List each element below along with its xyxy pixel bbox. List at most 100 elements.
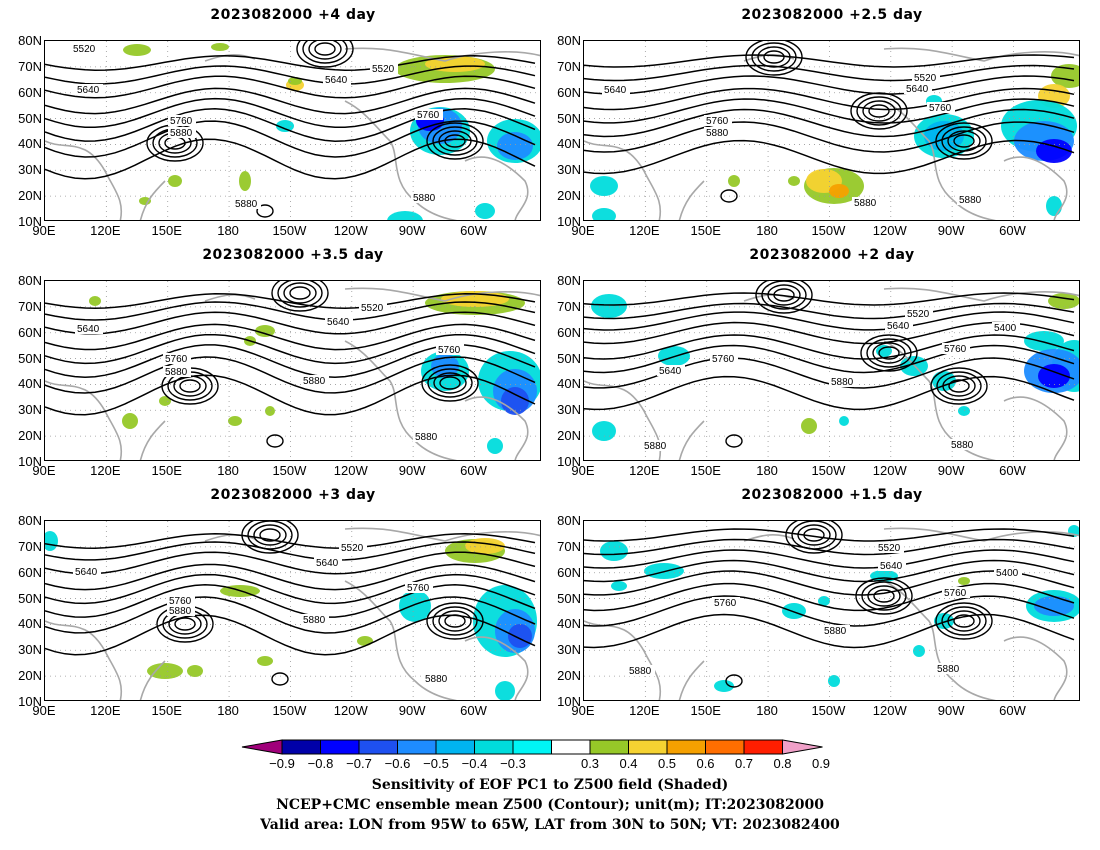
- z500-contour: [296, 41, 354, 68]
- longitude-label: 90E: [571, 463, 595, 478]
- longitude-label: 60W: [460, 223, 487, 238]
- sensitivity-shading: [932, 371, 956, 391]
- sensitivity-map-panel: 5520 5640 5640 5760 5760 5880 5880 5880: [583, 40, 1080, 221]
- z500-contour: [855, 577, 913, 615]
- longitude-label: 150W: [811, 223, 846, 238]
- z500-contour: [935, 602, 993, 640]
- contour-label: 5880: [415, 432, 438, 443]
- sensitivity-shading: [828, 675, 840, 687]
- coastline: [344, 580, 458, 700]
- z500-contour: [45, 533, 536, 549]
- latitude-label: 70N: [18, 538, 42, 554]
- z500-contour: [438, 610, 472, 632]
- z500-contour: [930, 367, 988, 405]
- latitude-label: 20N: [18, 668, 42, 684]
- colorbar-tick-label: −0.8: [307, 756, 334, 771]
- contour-label-bg: [912, 72, 940, 83]
- colorbar-tick-label: 0.6: [696, 756, 715, 771]
- contour-label-bg: [957, 194, 985, 205]
- z500-contour: [584, 344, 1075, 374]
- longitude-label: 60W: [460, 463, 487, 478]
- latitude-label: 40N: [557, 136, 581, 152]
- coastline: [743, 293, 795, 302]
- latitude-label: 20N: [18, 188, 42, 204]
- latitude-label: 50N: [557, 110, 581, 126]
- contour-label-bg: [704, 115, 732, 126]
- z500-contour: [861, 581, 907, 611]
- latitude-label: 70N: [557, 298, 581, 314]
- z500-contour: [867, 585, 901, 607]
- contour-label-bg: [885, 320, 913, 331]
- latitude-label: 70N: [557, 58, 581, 74]
- coastline: [584, 140, 662, 220]
- sensitivity-shading: [387, 211, 423, 220]
- z500-contour: [720, 189, 738, 203]
- contour-label-bg: [942, 587, 970, 598]
- sensitivity-shading: [211, 43, 229, 51]
- contour-label: 5760: [407, 583, 430, 594]
- z500-contour: [584, 311, 1075, 331]
- panel-title: 2023082000 +2.5 day: [741, 7, 923, 23]
- latitude-label: 80N: [557, 513, 581, 528]
- longitude-label: 150E: [690, 223, 721, 238]
- contour-label-bg: [75, 84, 103, 95]
- colorbar: [241, 739, 823, 755]
- sensitivity-shading: [399, 590, 431, 622]
- contour-label-bg: [413, 431, 441, 442]
- latitude-label: 10N: [18, 454, 42, 469]
- contour-label-bg: [710, 353, 738, 364]
- contour-label: 5520: [878, 543, 901, 554]
- z500-contour: [256, 204, 274, 218]
- coastline: [344, 287, 540, 302]
- z500-contour: [584, 613, 1075, 649]
- z500-contour: [45, 584, 536, 618]
- sensitivity-map-panel: 5520 5640 5640 5760 5760 5880 5880 5880: [44, 520, 541, 701]
- z500-contour: [584, 559, 1075, 583]
- coastline: [204, 293, 256, 302]
- sensitivity-shading: [357, 636, 373, 646]
- z500-contour: [45, 75, 536, 99]
- contour-label: 5880: [937, 664, 960, 675]
- sensitivity-shading: [239, 171, 251, 191]
- sensitivity-shading: [913, 645, 925, 657]
- panel-title: 2023082000 +3 day: [210, 487, 376, 503]
- longitude-label: 120E: [629, 223, 660, 238]
- coastline: [344, 100, 458, 220]
- latitude-label: 20N: [557, 188, 581, 204]
- latitude-label: 40N: [557, 616, 581, 632]
- contour-label-bg: [168, 115, 196, 126]
- panel-title: 2023082000 +1.5 day: [741, 487, 923, 503]
- latitude-label: 70N: [18, 298, 42, 314]
- z500-contour: [584, 549, 1075, 569]
- latitude-label: 50N: [557, 350, 581, 366]
- z500-contour: [241, 521, 299, 554]
- sensitivity-shading: [255, 325, 275, 337]
- z500-contour: [584, 375, 1075, 411]
- sensitivity-shading: [590, 176, 618, 196]
- latitude-label: 30N: [557, 402, 581, 418]
- sensitivity-shading: [592, 208, 616, 220]
- latitude-label: 40N: [18, 376, 42, 392]
- colorbar-segment: [512, 739, 552, 755]
- colorbar-segment: [320, 739, 360, 755]
- longitude-label: 90E: [571, 703, 595, 718]
- sensitivity-shading: [431, 354, 459, 378]
- z500-contour: [948, 379, 970, 393]
- sensitivity-shading: [611, 581, 627, 591]
- longitude-label: 120E: [629, 463, 660, 478]
- contour-label: 5880: [959, 195, 982, 206]
- colorbar-segment: [666, 739, 706, 755]
- latitude-label: 80N: [18, 513, 42, 528]
- contour-label: 5880: [831, 377, 854, 388]
- contour-label: 5760: [706, 116, 729, 127]
- contour-label-bg: [163, 353, 191, 364]
- coastline: [204, 533, 256, 542]
- coastline: [464, 636, 529, 700]
- latitude-label: 60N: [557, 84, 581, 100]
- contour-label: 5640: [75, 567, 98, 578]
- z500-contour: [45, 563, 536, 591]
- latitude-label: 60N: [18, 84, 42, 100]
- longitude-label: 120E: [90, 223, 121, 238]
- z500-contour: [253, 524, 287, 546]
